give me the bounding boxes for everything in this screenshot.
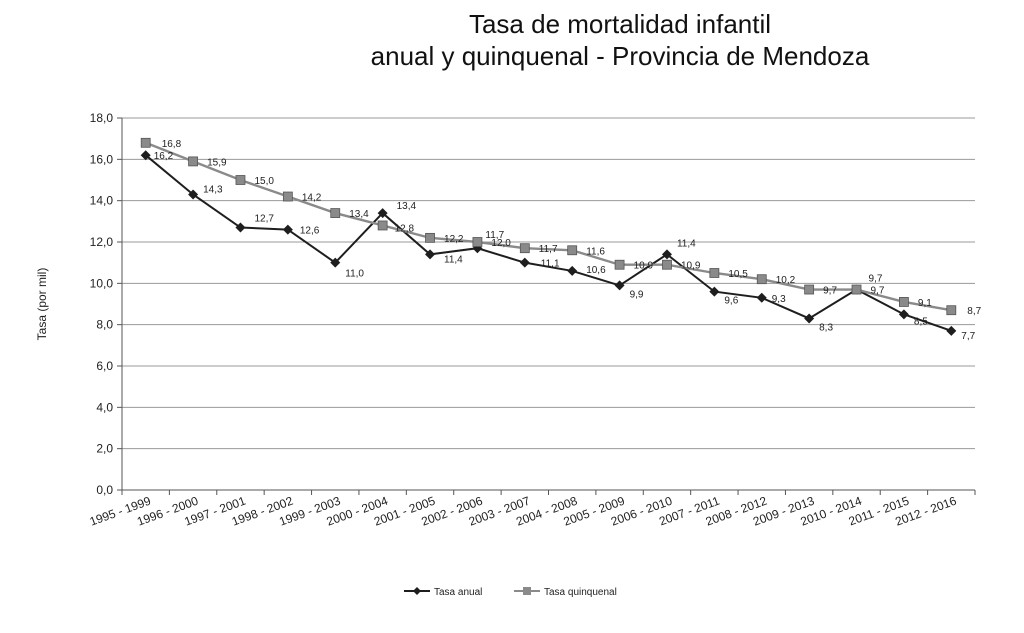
chart-title-line-2: anual y quinquenal - Provincia de Mendoz… bbox=[370, 41, 870, 71]
data-point-tasa-quinquenal bbox=[235, 175, 246, 185]
data-point-tasa-anual bbox=[567, 265, 578, 276]
data-point-tasa-anual bbox=[709, 286, 720, 297]
data-label-tasa-quinquenal: 9,7 bbox=[871, 286, 885, 297]
data-label-tasa-anual: 9,3 bbox=[772, 294, 786, 305]
y-tick-label: 14,0 bbox=[90, 194, 114, 208]
data-label-tasa-quinquenal: 10,2 bbox=[776, 275, 796, 286]
data-label-tasa-quinquenal: 9,1 bbox=[918, 298, 932, 309]
data-label-tasa-anual: 9,6 bbox=[724, 296, 738, 307]
data-label-tasa-quinquenal: 13,4 bbox=[349, 209, 369, 220]
y-tick-label: 6,0 bbox=[96, 359, 113, 373]
legend-item-label: Tasa quinquenal bbox=[544, 587, 617, 598]
data-label-tasa-quinquenal: 8,7 bbox=[967, 306, 981, 317]
data-label-tasa-anual: 12,6 bbox=[300, 226, 320, 237]
data-label-tasa-anual: 12,7 bbox=[254, 214, 274, 225]
data-point-tasa-quinquenal bbox=[662, 259, 672, 270]
y-tick-label: 8,0 bbox=[96, 318, 113, 332]
y-tick-label: 18,0 bbox=[90, 111, 114, 125]
series-lines bbox=[145, 141, 952, 332]
data-label-tasa-quinquenal: 15,0 bbox=[254, 176, 274, 187]
data-label-tasa-anual: 16,2 bbox=[154, 151, 174, 162]
data-label-tasa-quinquenal: 15,9 bbox=[207, 157, 227, 168]
data-label-tasa-anual: 8,5 bbox=[914, 316, 928, 327]
data-point-tasa-anual bbox=[946, 325, 957, 336]
data-point-tasa-anual bbox=[330, 257, 341, 268]
data-label-tasa-quinquenal: 12,8 bbox=[395, 223, 415, 234]
data-point-tasa-quinquenal bbox=[282, 191, 293, 202]
data-label-tasa-anual: 9,9 bbox=[630, 289, 644, 300]
data-label-tasa-anual: 11,4 bbox=[677, 238, 696, 249]
legend-marker bbox=[523, 587, 531, 595]
data-point-tasa-anual bbox=[756, 292, 767, 303]
data-label-tasa-anual: 7,7 bbox=[961, 331, 975, 342]
series-line-tasa-quinquenal bbox=[145, 141, 952, 312]
data-label-tasa-quinquenal: 10,5 bbox=[728, 269, 748, 280]
y-tick-label: 16,0 bbox=[90, 152, 114, 166]
data-label-tasa-anual: 11,1 bbox=[541, 259, 560, 270]
data-point-tasa-anual bbox=[661, 249, 672, 260]
data-label-tasa-anual: 14,3 bbox=[203, 184, 223, 195]
data-label-tasa-anual: 11,7 bbox=[485, 230, 504, 241]
data-point-tasa-quinquenal bbox=[472, 237, 483, 247]
chart-title-line-1: Tasa de mortalidad infantil bbox=[468, 9, 772, 39]
data-point-tasa-anual bbox=[898, 309, 909, 320]
data-point-tasa-quinquenal bbox=[851, 284, 862, 295]
y-tick-label: 10,0 bbox=[90, 276, 114, 290]
data-label-tasa-anual: 13,4 bbox=[397, 201, 417, 212]
data-label-tasa-quinquenal: 14,2 bbox=[302, 193, 322, 204]
legend: Tasa anual Tasa quinquenal bbox=[404, 587, 617, 598]
data-point-tasa-quinquenal bbox=[709, 268, 720, 278]
data-point-tasa-anual bbox=[188, 189, 199, 200]
data-point-tasa-anual bbox=[235, 222, 246, 233]
data-label-tasa-anual: 11,4 bbox=[444, 254, 463, 265]
y-axis-title: Tasa (por mil) bbox=[35, 268, 49, 341]
data-point-tasa-quinquenal bbox=[188, 156, 198, 167]
legend-marker bbox=[413, 587, 421, 595]
y-tick-label: 4,0 bbox=[96, 400, 113, 414]
data-label-tasa-quinquenal: 16,8 bbox=[162, 139, 182, 150]
data-point-tasa-anual bbox=[377, 208, 388, 219]
y-tick-label: 0,0 bbox=[96, 483, 113, 497]
data-label-tasa-quinquenal: 10,9 bbox=[681, 261, 701, 272]
chart-title: Tasa de mortalidad infantil anual y quin… bbox=[330, 8, 910, 72]
data-label-tasa-quinquenal: 12,0 bbox=[491, 238, 511, 249]
series-markers bbox=[140, 137, 957, 336]
data-point-tasa-anual bbox=[140, 150, 151, 161]
legend-item-label: Tasa anual bbox=[434, 587, 482, 598]
data-label-tasa-quinquenal: 9,7 bbox=[823, 286, 837, 297]
data-point-tasa-quinquenal bbox=[425, 232, 435, 243]
gridlines bbox=[122, 117, 975, 450]
data-labels: 16,2 14,3 12,7 12,6 11,0 13,4 11,4 11,7 11,1 10,6… bbox=[154, 139, 982, 342]
data-label-tasa-anual: 8,3 bbox=[819, 322, 833, 333]
data-point-tasa-quinquenal bbox=[330, 208, 341, 218]
y-tick-labels: 0,0 2,0 4,0 6,0 8,0 10,0 12,0 14,0 16,0 18,0 bbox=[90, 111, 114, 497]
data-point-tasa-quinquenal bbox=[140, 137, 151, 148]
data-point-tasa-quinquenal bbox=[946, 305, 957, 316]
data-label-tasa-anual: 10,6 bbox=[586, 265, 606, 276]
data-point-tasa-quinquenal bbox=[519, 243, 530, 254]
data-point-tasa-quinquenal bbox=[377, 220, 388, 231]
data-point-tasa-quinquenal bbox=[756, 274, 767, 285]
data-label-tasa-quinquenal: 10,9 bbox=[634, 261, 654, 272]
data-point-tasa-anual bbox=[282, 224, 293, 235]
data-label-tasa-anual: 11,0 bbox=[345, 269, 364, 280]
y-tick-label: 2,0 bbox=[96, 442, 113, 456]
data-point-tasa-quinquenal bbox=[567, 245, 578, 256]
data-point-tasa-anual bbox=[614, 280, 625, 291]
data-label-tasa-quinquenal: 12,2 bbox=[444, 234, 464, 245]
data-label-tasa-quinquenal: 11,7 bbox=[539, 244, 558, 255]
data-point-tasa-quinquenal bbox=[614, 259, 625, 270]
data-label-tasa-quinquenal: 11,6 bbox=[586, 246, 605, 257]
data-point-tasa-anual bbox=[804, 313, 815, 324]
data-label-tasa-anual: 9,7 bbox=[869, 274, 883, 285]
data-point-tasa-anual bbox=[425, 249, 436, 260]
axes bbox=[117, 117, 976, 495]
series-line-tasa-anual bbox=[145, 154, 952, 332]
y-tick-label: 12,0 bbox=[90, 235, 114, 249]
data-point-tasa-anual bbox=[519, 257, 530, 268]
data-point-tasa-quinquenal bbox=[804, 284, 815, 295]
data-point-tasa-quinquenal bbox=[899, 297, 909, 307]
